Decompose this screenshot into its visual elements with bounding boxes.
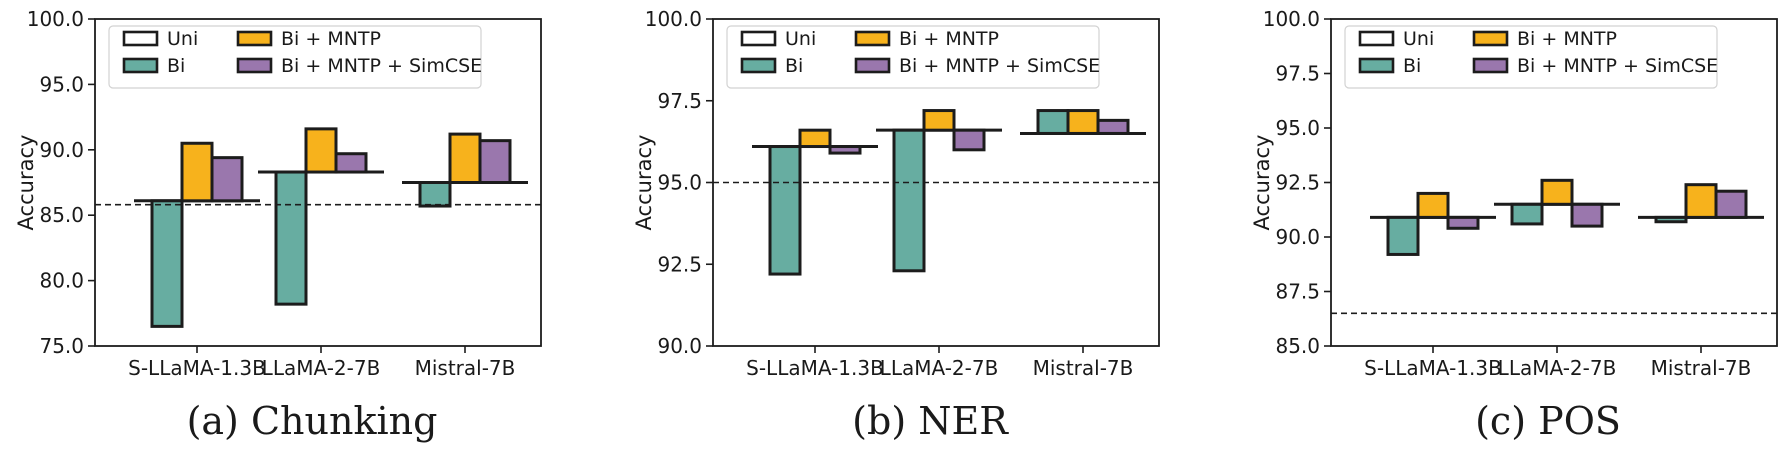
chart-panel-chunking: 75.0 80.0 85.0 90.0 95.0 100.0 Accuracy S-LLaMA… bbox=[14, 7, 542, 443]
y-tick-label: 95.0 bbox=[39, 72, 84, 96]
legend-box bbox=[726, 25, 1100, 89]
bar-bi-mntp bbox=[1684, 183, 1718, 219]
legend-label-uni: Uni bbox=[167, 28, 198, 50]
y-tick-label: 100.0 bbox=[645, 7, 702, 31]
y-tick-label: 85.0 bbox=[1275, 334, 1320, 358]
x-tick-label: Mistral-7B bbox=[415, 356, 516, 380]
legend-swatch-bi-mntp bbox=[854, 30, 891, 47]
legend-label-bi: Bi bbox=[167, 55, 185, 77]
y-tick-label: 92.5 bbox=[657, 252, 702, 276]
bar-bi-mntp bbox=[922, 109, 956, 132]
legend-label-bi-mntp-simcse: Bi + MNTP + SimCSE bbox=[1517, 55, 1718, 77]
legend-swatch-uni bbox=[122, 30, 159, 47]
plot-frame bbox=[94, 18, 542, 347]
y-tick-label: 80.0 bbox=[39, 269, 84, 293]
legend-label-bi-mntp: Bi + MNTP bbox=[899, 28, 999, 50]
panel-caption: (c) POS bbox=[1475, 399, 1621, 443]
legend-label-bi-mntp-simcse: Bi + MNTP + SimCSE bbox=[281, 55, 482, 77]
bar-bi-mntp-simcse bbox=[334, 152, 368, 174]
legend-label-bi-mntp: Bi + MNTP bbox=[281, 28, 381, 50]
bar-bi bbox=[150, 199, 184, 328]
legend-label-bi: Bi bbox=[785, 55, 803, 77]
bar-bi bbox=[1386, 215, 1420, 256]
x-tick-label: S-LLaMA-1.3B bbox=[746, 356, 884, 380]
y-axis-label: Accuracy bbox=[632, 135, 656, 231]
y-tick-label: 90.0 bbox=[1275, 225, 1320, 249]
chart-panel-pos: 85.0 87.5 90.0 92.5 95.0 97.5 100.0 Accuracy S-L… bbox=[1250, 7, 1778, 443]
y-tick-label: 95.0 bbox=[1275, 116, 1320, 140]
bar-bi bbox=[274, 170, 308, 306]
bar-bi-mntp-simcse bbox=[828, 145, 862, 155]
x-tick-label: LLaMA-2-7B bbox=[880, 356, 999, 380]
y-tick-label: 100.0 bbox=[27, 7, 84, 31]
x-tick-label: LLaMA-2-7B bbox=[262, 356, 381, 380]
bar-bi-mntp-simcse bbox=[1714, 189, 1748, 219]
legend-label-uni: Uni bbox=[785, 28, 816, 50]
x-tick-label: S-LLaMA-1.3B bbox=[1364, 356, 1502, 380]
legend: Uni Bi Bi + MNTP Bi + MNTP + SimCSE bbox=[726, 25, 1100, 89]
legend-swatch-bi-mntp bbox=[1472, 30, 1509, 47]
bar-bi-mntp-simcse bbox=[478, 139, 512, 184]
legend-label-bi-mntp: Bi + MNTP bbox=[1517, 28, 1617, 50]
y-tick-label: 75.0 bbox=[39, 334, 84, 358]
y-axis-label: Accuracy bbox=[1250, 135, 1274, 231]
panel-caption: (b) NER bbox=[852, 399, 1009, 443]
legend-swatch-uni bbox=[740, 30, 777, 47]
legend: Uni Bi Bi + MNTP Bi + MNTP + SimCSE bbox=[108, 25, 482, 89]
y-tick-label: 92.5 bbox=[1275, 171, 1320, 195]
y-tick-label: 100.0 bbox=[1263, 7, 1320, 31]
plot-frame bbox=[1330, 18, 1778, 347]
legend-swatch-bi bbox=[740, 57, 777, 74]
bar-bi-mntp bbox=[1066, 109, 1100, 135]
bar-bi-mntp bbox=[798, 128, 832, 149]
legend-box bbox=[108, 25, 482, 89]
y-tick-label: 85.0 bbox=[39, 203, 84, 227]
plot-frame bbox=[712, 18, 1160, 347]
bar-bi bbox=[892, 128, 926, 273]
bar-bi-mntp bbox=[1540, 178, 1574, 206]
bar-bi-mntp-simcse bbox=[1096, 118, 1130, 135]
legend-swatch-bi-mntp-simcse bbox=[854, 57, 891, 74]
y-tick-label: 95.0 bbox=[657, 171, 702, 195]
bar-bi-mntp-simcse bbox=[1446, 215, 1480, 230]
x-tick-label: S-LLaMA-1.3B bbox=[128, 356, 266, 380]
legend: Uni Bi Bi + MNTP Bi + MNTP + SimCSE bbox=[1344, 25, 1718, 89]
legend-swatch-bi bbox=[1358, 57, 1395, 74]
y-tick-label: 90.0 bbox=[657, 334, 702, 358]
bar-bi bbox=[768, 145, 802, 276]
y-tick-label: 90.0 bbox=[39, 138, 84, 162]
bar-bi-mntp bbox=[448, 132, 482, 185]
legend-label-bi-mntp-simcse: Bi + MNTP + SimCSE bbox=[899, 55, 1100, 77]
legend-label-uni: Uni bbox=[1403, 28, 1434, 50]
legend-swatch-bi bbox=[122, 57, 159, 74]
legend-swatch-uni bbox=[1358, 30, 1395, 47]
bar-bi-mntp bbox=[304, 127, 338, 174]
chart-panel-ner: 90.0 92.5 95.0 97.5 100.0 Accuracy S-LLaMA-1.3… bbox=[632, 7, 1160, 443]
bar-bi-mntp bbox=[180, 141, 214, 203]
legend-box bbox=[1344, 25, 1718, 89]
bar-bi bbox=[1036, 109, 1070, 135]
bar-bi-mntp-simcse bbox=[1570, 202, 1604, 228]
legend-swatch-bi-mntp-simcse bbox=[1472, 57, 1509, 74]
bar-bi-mntp bbox=[1416, 191, 1450, 219]
bar-bi-mntp-simcse bbox=[952, 128, 986, 152]
x-tick-label: Mistral-7B bbox=[1033, 356, 1134, 380]
x-tick-label: LLaMA-2-7B bbox=[1498, 356, 1617, 380]
bar-bi bbox=[1654, 215, 1688, 224]
y-tick-label: 87.5 bbox=[1275, 280, 1320, 304]
y-axis-label: Accuracy bbox=[14, 135, 38, 231]
y-tick-label: 97.5 bbox=[657, 89, 702, 113]
y-tick-label: 97.5 bbox=[1275, 62, 1320, 86]
bar-bi bbox=[1510, 202, 1544, 226]
bar-bi bbox=[418, 181, 452, 208]
x-tick-label: Mistral-7B bbox=[1651, 356, 1752, 380]
legend-swatch-bi-mntp bbox=[236, 30, 273, 47]
legend-swatch-bi-mntp-simcse bbox=[236, 57, 273, 74]
legend-label-bi: Bi bbox=[1403, 55, 1421, 77]
bar-bi-mntp-simcse bbox=[210, 156, 244, 203]
panel-caption: (a) Chunking bbox=[187, 399, 438, 443]
